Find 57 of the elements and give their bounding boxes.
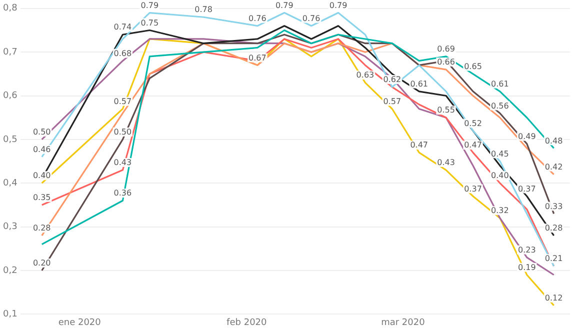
data-label: 0.48	[544, 136, 563, 146]
y-tick-label: 0,2	[2, 266, 18, 276]
data-label: 0.49	[518, 132, 536, 141]
y-tick-label: 0,7	[2, 47, 18, 58]
data-label: 0.45	[491, 149, 509, 158]
data-label: 0.56	[491, 101, 509, 110]
y-tick-label: 0,8	[2, 4, 18, 14]
data-label: 0.28	[32, 224, 51, 233]
data-label: 0.40	[32, 171, 51, 180]
data-label: 0.74	[114, 22, 132, 32]
data-label: 0.57	[383, 96, 402, 106]
data-label: 0.40	[491, 171, 509, 180]
data-label: 0.37	[464, 184, 482, 194]
data-label: 0.61	[491, 79, 509, 88]
data-label: 0.68	[114, 48, 132, 58]
data-label: 0.12	[544, 294, 563, 303]
y-tick-label: 0,4	[2, 178, 18, 188]
data-label: 0.36	[114, 188, 132, 198]
data-label: 0.78	[194, 5, 212, 14]
data-label: 0.79	[329, 0, 348, 10]
x-tick-label: ene 2020	[58, 318, 102, 328]
data-label: 0.63	[356, 70, 374, 80]
data-label: 0.76	[302, 14, 320, 23]
data-label: 0.47	[410, 140, 428, 150]
data-label: 0.23	[518, 245, 536, 254]
data-label: 0.75	[140, 18, 159, 28]
data-label: 0.21	[544, 254, 563, 264]
data-label: 0.47	[464, 140, 482, 150]
data-label: 0.79	[275, 0, 294, 10]
data-label: 0.20	[32, 258, 51, 268]
data-label: 0.32	[491, 206, 509, 216]
data-label: 0.28	[544, 224, 563, 233]
data-label: 0.37	[518, 184, 536, 194]
data-label: 0.67	[248, 53, 266, 62]
data-label: 0.42	[544, 162, 563, 172]
y-tick-label: 0,5	[2, 134, 18, 145]
data-label: 0.61	[410, 79, 428, 88]
x-tick-label: feb 2020	[226, 318, 268, 328]
data-label: 0.43	[437, 158, 455, 168]
data-label: 0.79	[140, 0, 159, 10]
y-tick-label: 0,6	[2, 91, 18, 102]
y-tick-label: 0,1	[2, 310, 18, 320]
data-label: 0.76	[248, 14, 266, 23]
data-label: 0.33	[544, 202, 563, 211]
data-label: 0.19	[518, 262, 536, 272]
data-label: 0.50	[32, 128, 51, 137]
data-label: 0.35	[32, 193, 51, 202]
data-label: 0.50	[114, 128, 132, 137]
x-tick-label: mar 2020	[381, 318, 426, 328]
data-label: 0.43	[114, 158, 132, 168]
data-label: 0.46	[32, 145, 51, 154]
data-label: 0.69	[437, 44, 455, 54]
data-label: 0.57	[114, 96, 132, 106]
data-label: 0.52	[464, 118, 482, 128]
data-label: 0.65	[464, 62, 482, 72]
y-tick-label: 0,3	[2, 222, 18, 232]
data-label: 0.55	[437, 106, 455, 115]
